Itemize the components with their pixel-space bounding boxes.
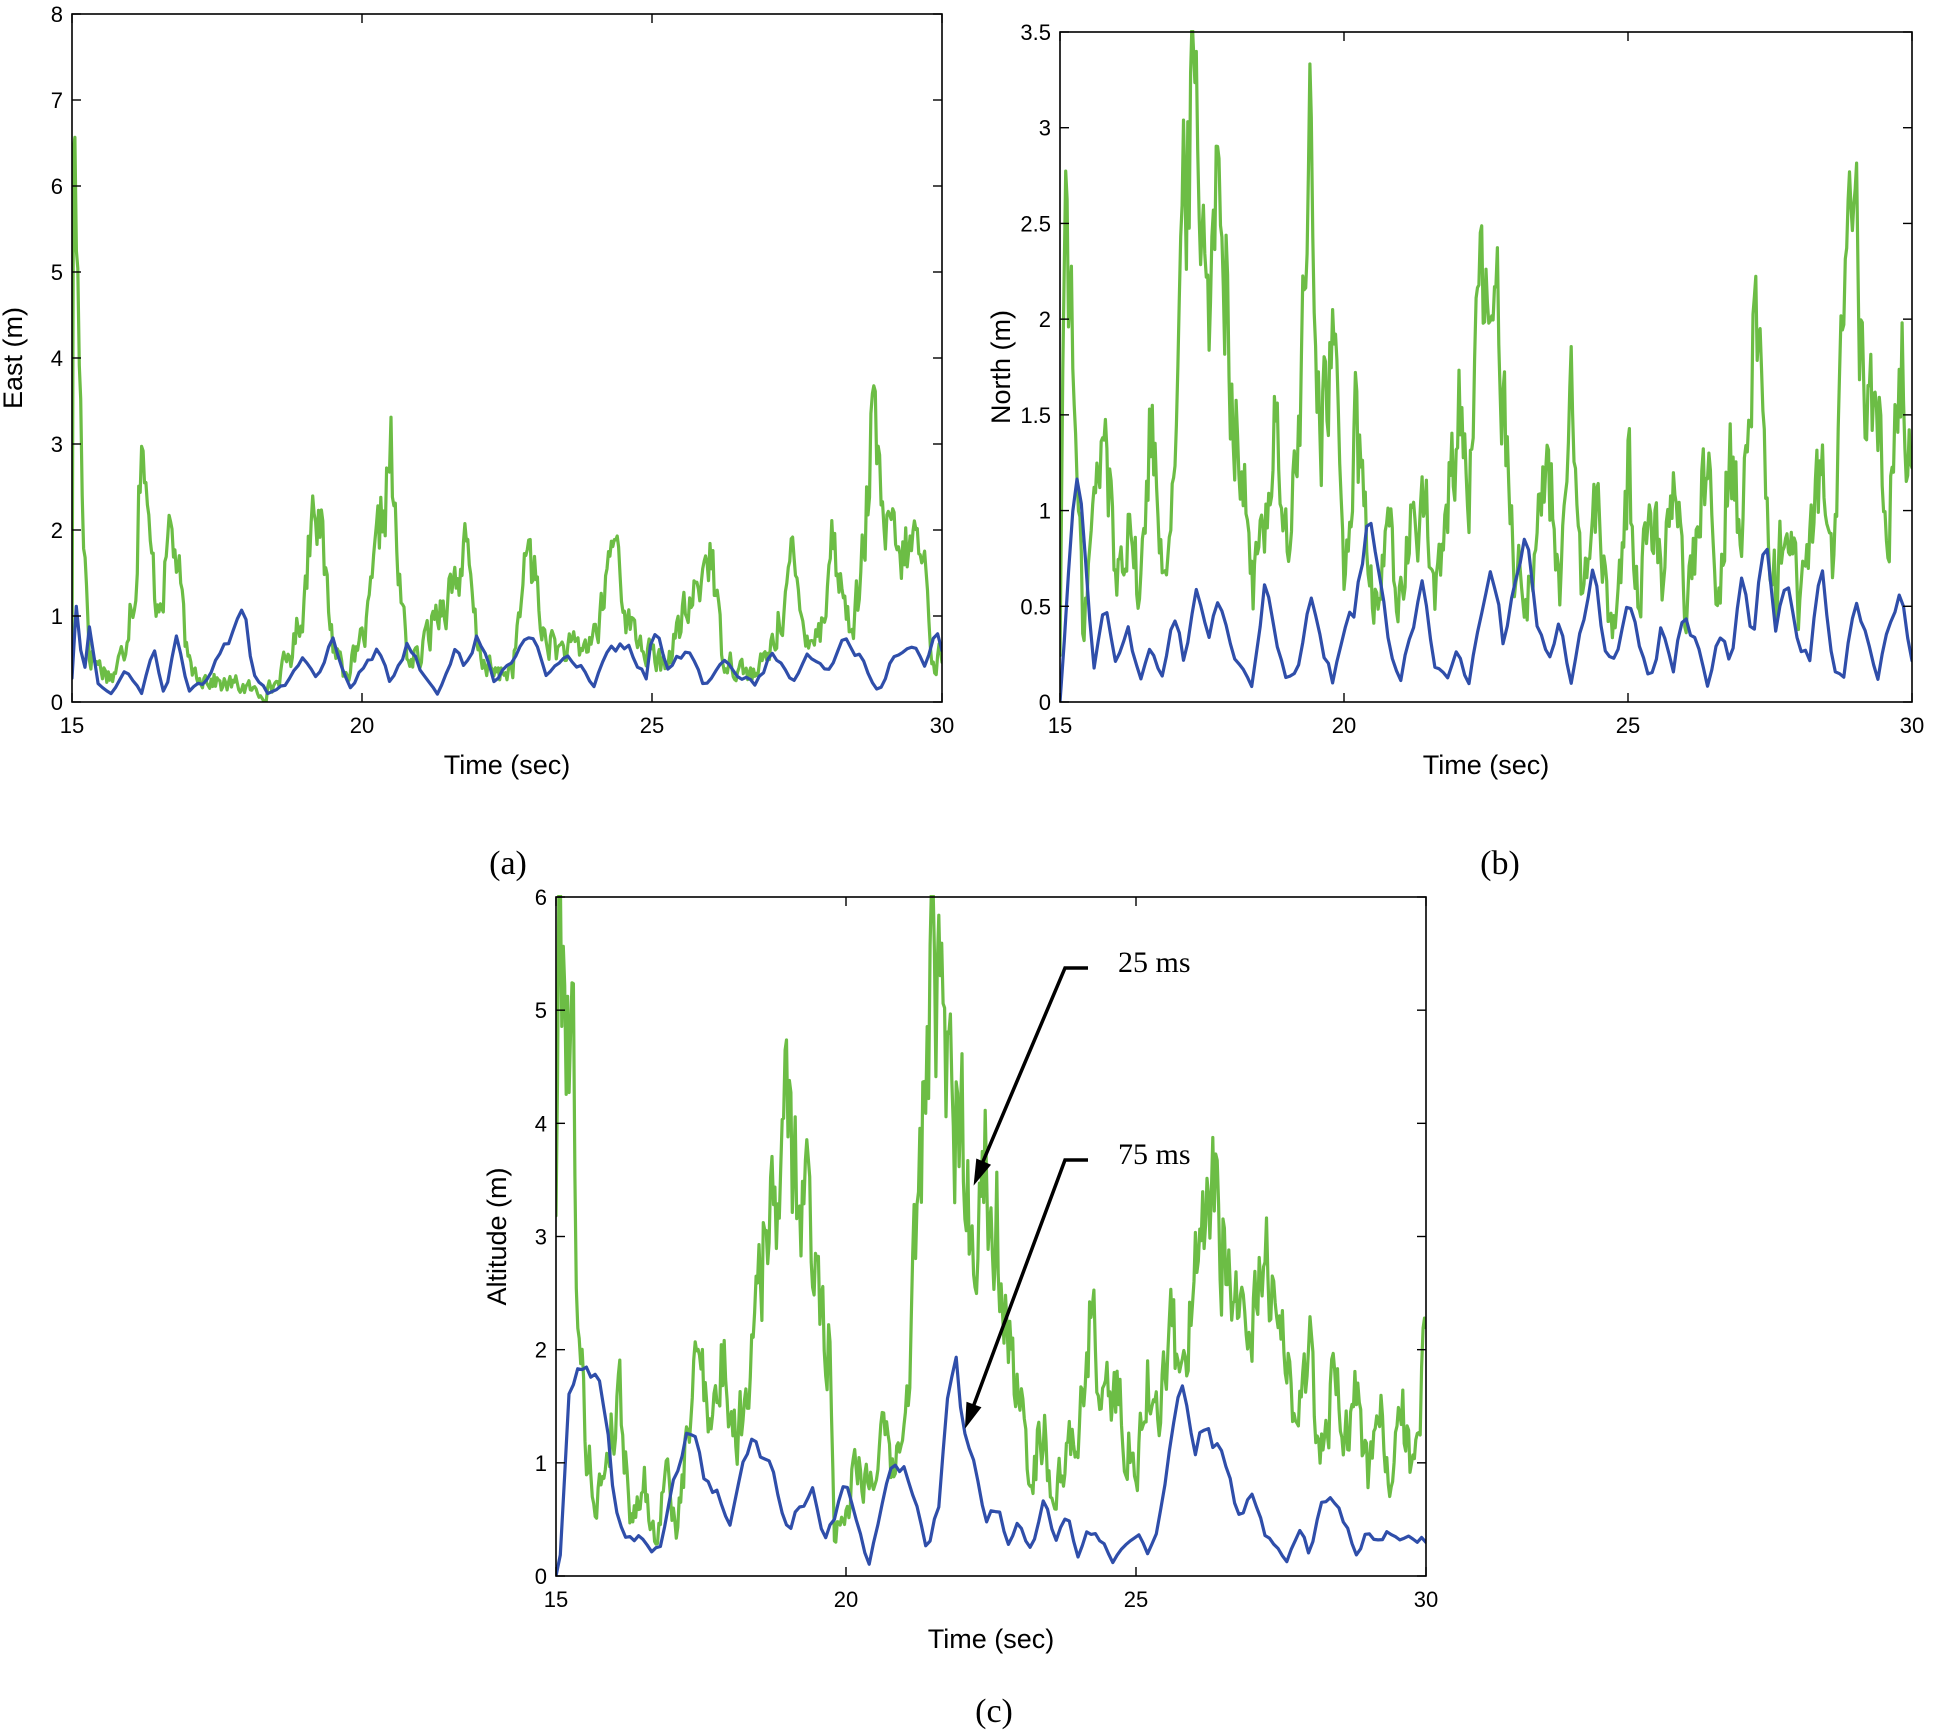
x-tick-label: 20 xyxy=(834,1587,858,1612)
series-line-25-ms xyxy=(556,895,1426,1546)
panel-caption: (a) xyxy=(489,845,527,882)
annotation-label: 75 ms xyxy=(1118,1138,1191,1171)
y-tick-label: 1 xyxy=(51,604,63,629)
x-tick-label: 25 xyxy=(1616,713,1640,738)
y-tick-label: 6 xyxy=(51,174,63,199)
plot-frame xyxy=(71,13,943,703)
chart-panel-c: 15 20 25 30 0 1 2 3 4 5 6 Time (sec) Altitude (m) (c)… xyxy=(482,885,1438,1730)
y-tick-label: 1 xyxy=(1039,499,1051,524)
x-axis-label: Time (sec) xyxy=(444,750,571,780)
y-tick-label: 8 xyxy=(51,2,63,27)
series-line-25-ms xyxy=(72,135,942,702)
annotation-25-ms: 25 ms xyxy=(973,946,1191,1186)
x-tick-label: 15 xyxy=(1048,713,1072,738)
series-group xyxy=(1060,30,1912,702)
y-tick-label: 0 xyxy=(51,690,63,715)
y-tick-label: 4 xyxy=(51,346,63,371)
y-tick-label: 3 xyxy=(1039,116,1051,141)
x-tick-label: 30 xyxy=(1900,713,1924,738)
plot-frame xyxy=(1059,31,1913,703)
x-tick-label: 20 xyxy=(350,713,374,738)
series-line-75-ms xyxy=(72,604,942,696)
series-line-75-ms xyxy=(1060,477,1912,702)
y-tick-label: 1 xyxy=(535,1451,547,1476)
y-tick-label: 1.5 xyxy=(1020,403,1051,428)
x-axis-label: Time (sec) xyxy=(1423,750,1550,780)
y-tick-label: 4 xyxy=(535,1111,547,1136)
y-axis-label: East (m) xyxy=(0,307,28,409)
x-tick-label: 15 xyxy=(544,1587,568,1612)
y-tick-label: 0 xyxy=(1039,690,1051,715)
annotation-leader xyxy=(969,1158,1088,1414)
x-tick-label: 30 xyxy=(1414,1587,1438,1612)
x-tick-label: 25 xyxy=(640,713,664,738)
x-tick-label: 20 xyxy=(1332,713,1356,738)
y-tick-label: 5 xyxy=(51,260,63,285)
y-tick-label: 2.5 xyxy=(1020,211,1051,236)
panel-caption: (b) xyxy=(1480,845,1520,882)
chart-panel-a: 15 20 25 30 0 1 2 3 4 5 6 7 8 Time (sec) East (m) (a) xyxy=(0,2,954,882)
y-tick-label: 0 xyxy=(535,1564,547,1589)
arrow-head-icon xyxy=(973,1158,992,1186)
y-tick-label: 2 xyxy=(51,518,63,543)
y-tick-label: 2 xyxy=(1039,307,1051,332)
annotation-label: 25 ms xyxy=(1118,946,1191,979)
series-line-25-ms xyxy=(1060,30,1912,657)
y-tick-label: 3 xyxy=(535,1225,547,1250)
x-axis-label: Time (sec) xyxy=(928,1624,1055,1654)
y-axis-label: Altitude (m) xyxy=(482,1167,512,1305)
arrow-head-icon xyxy=(964,1401,982,1429)
y-axis-label: North (m) xyxy=(986,310,1016,424)
series-group xyxy=(72,135,942,702)
panel-caption: (c) xyxy=(975,1693,1013,1730)
y-tick-label: 7 xyxy=(51,88,63,113)
series-group xyxy=(556,895,1426,1576)
annotation-leader xyxy=(977,966,1088,1171)
x-tick-label: 30 xyxy=(930,713,954,738)
x-tick-label: 15 xyxy=(60,713,84,738)
y-tick-label: 3.5 xyxy=(1020,20,1051,45)
y-tick-label: 5 xyxy=(535,998,547,1023)
series-line-75-ms xyxy=(556,1355,1426,1576)
y-tick-label: 6 xyxy=(535,885,547,910)
y-tick-label: 3 xyxy=(51,432,63,457)
y-tick-label: 2 xyxy=(535,1338,547,1363)
annotation-75-ms: 75 ms xyxy=(964,1138,1191,1429)
x-tick-label: 25 xyxy=(1124,1587,1148,1612)
y-tick-label: 0.5 xyxy=(1020,594,1051,619)
chart-panel-b: 15 20 25 30 0 0.5 1 1.5 2 2.5 3 3.5 Time (sec) North … xyxy=(986,20,1924,882)
